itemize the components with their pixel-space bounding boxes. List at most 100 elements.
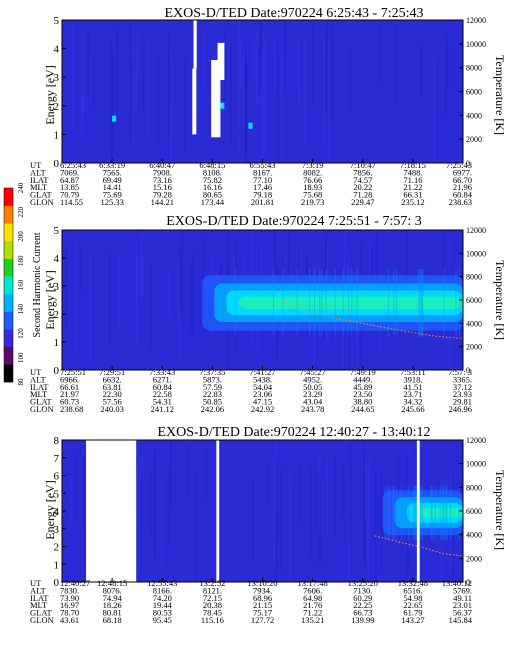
- table-cell: 7069.: [60, 167, 79, 177]
- y-tick-label: 5: [54, 15, 60, 27]
- table-cell: 80.81: [103, 608, 122, 618]
- table-cell: 79.28: [153, 190, 172, 200]
- table-cell: 66.31: [403, 190, 422, 200]
- spectrogram-streak: [430, 485, 432, 541]
- table-row-label: ILAT: [30, 175, 49, 185]
- spectrogram-spot: [112, 115, 117, 122]
- spectrogram-streak: [415, 485, 418, 541]
- table-cell: 5873.: [203, 374, 222, 384]
- spectrogram-streak: [459, 268, 461, 337]
- table-cell: 13:2:52: [199, 578, 225, 588]
- spectrogram-streak: [407, 485, 409, 541]
- data-gap: [192, 68, 197, 135]
- table-cell: 7830.: [60, 585, 79, 595]
- table-cell: 78.70: [60, 608, 79, 618]
- y2-tick-label: 6000: [466, 507, 482, 516]
- spectrogram-texture: [348, 478, 351, 582]
- spectrogram-texture: [251, 480, 254, 562]
- spectrogram-texture: [263, 39, 265, 158]
- table-cell: 22.25: [353, 600, 372, 610]
- table-cell: 4952.: [303, 374, 322, 384]
- table-cell: 12:55:43: [147, 578, 177, 588]
- panel-3-plot: [61, 439, 464, 583]
- panel-1-y2-ticks: 0 2000 4000 6000 8000 10000 12000: [459, 16, 486, 168]
- spectrogram-texture: [226, 230, 229, 276]
- spectrogram-streak: [388, 485, 391, 541]
- table-row-label: ALT: [30, 167, 47, 177]
- table-row-label: UT: [30, 578, 42, 588]
- spectrogram-texture: [170, 52, 172, 163]
- spectrogram-streak: [347, 268, 350, 337]
- table-cell: 12:48:15: [97, 578, 127, 588]
- colorbar-tick-label: 140: [17, 304, 25, 315]
- table-cell: 95.45: [153, 615, 172, 625]
- colorbar-swatch: [4, 346, 13, 365]
- table-cell: 71.22: [303, 608, 322, 618]
- table-cell: 4449.: [353, 374, 372, 384]
- table-cell: 22.83: [203, 389, 222, 399]
- table-cell: 15.16: [153, 182, 172, 192]
- spectrogram-texture: [380, 474, 383, 567]
- table-cell: 3365.: [453, 374, 472, 384]
- panel-2-title: EXOS-D/TED Date:970224 7:25:51 - 7:57: 3: [166, 214, 421, 229]
- spectrogram-texture: [331, 26, 333, 118]
- spectrogram-texture: [298, 37, 300, 105]
- table-cell: 7:53:11: [400, 367, 426, 377]
- spectrogram-streak: [319, 268, 321, 337]
- spectrogram-texture: [277, 55, 279, 163]
- spectrogram-texture: [349, 442, 352, 549]
- y-tick-label: 0: [54, 158, 60, 170]
- table-cell: 57.56: [103, 397, 122, 407]
- table-cell: 21.22: [403, 182, 422, 192]
- table-cell: 7606.: [303, 585, 322, 595]
- spectrogram-texture: [275, 454, 278, 573]
- table-cell: 235.12: [401, 197, 424, 207]
- table-cell: 7908.: [153, 167, 172, 177]
- spectrogram-streak: [458, 485, 460, 541]
- spectrogram-texture: [168, 269, 170, 318]
- colorbar: 80 100 120 140 160 180 200 220 240 Second Harmon…: [3, 182, 43, 386]
- data-gap: [211, 60, 221, 138]
- table-cell: 23.93: [453, 389, 472, 399]
- colorbar-label: Second Harmonic Current: [32, 232, 43, 337]
- spectrogram-texture: [75, 453, 77, 521]
- spectrogram-streak: [413, 485, 415, 541]
- table-row-label: UT: [30, 160, 42, 170]
- spectrogram-texture: [273, 452, 275, 564]
- y-tick-label: 2: [54, 542, 60, 554]
- spectrogram-texture: [280, 62, 283, 160]
- table-cell: 16.16: [203, 182, 222, 192]
- data-gap: [416, 440, 420, 582]
- spectrogram-texture: [379, 25, 381, 83]
- spectrogram-texture: [186, 444, 189, 497]
- spectrogram-texture: [287, 234, 290, 299]
- panel-3-ephemeris-table: UT 12:40:27 12:48:15 12:55:43 13:2:52 13:10:2…: [30, 578, 473, 625]
- spectrogram-texture: [243, 51, 245, 124]
- spectrogram-spot: [220, 102, 225, 109]
- table-cell: 7:49:19: [350, 367, 376, 377]
- table-cell: 50.85: [203, 397, 222, 407]
- y-tick-label: 3: [54, 524, 60, 536]
- table-row-label: GLAT: [30, 608, 53, 618]
- table-cell: 6:33:19: [99, 160, 125, 170]
- table-cell: 7:10:47: [350, 160, 376, 170]
- spectrogram-texture: [260, 242, 263, 294]
- table-cell: 22.30: [103, 389, 122, 399]
- spectrogram-texture: [118, 256, 121, 328]
- spectrogram-texture: [363, 441, 365, 557]
- table-cell: 8166.: [153, 585, 172, 595]
- spectrogram-streak: [392, 485, 394, 541]
- table-cell: 73.90: [60, 593, 79, 603]
- spectrogram-streak: [308, 268, 311, 337]
- panel-2: EXOS-D/TED Date:970224 7:25:51 - 7:57: 3…: [30, 214, 505, 414]
- table-cell: 68.18: [103, 615, 122, 625]
- table-cell: 115.16: [201, 615, 224, 625]
- table-cell: 6271.: [153, 374, 172, 384]
- y2-tick-label: 6000: [466, 296, 482, 305]
- spectrogram-streak: [443, 485, 445, 541]
- colorbar-swatch: [4, 223, 13, 242]
- spectrogram-streak: [420, 268, 422, 337]
- spectrogram-band-layer: [238, 296, 463, 309]
- spectrogram-texture: [82, 458, 85, 564]
